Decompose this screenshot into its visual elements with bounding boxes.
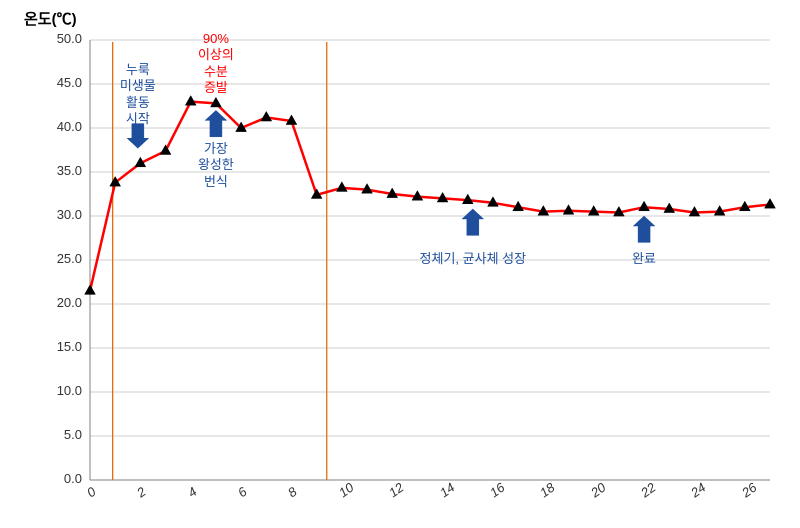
chart-annotation-done: 완료 bbox=[564, 251, 724, 267]
y-tick-label: 25.0 bbox=[57, 251, 82, 266]
y-tick-label: 35.0 bbox=[57, 163, 82, 178]
y-tick-label: 0.0 bbox=[64, 471, 82, 486]
chart-annotation-plateau: 정체기, 균사체 성장 bbox=[393, 251, 553, 267]
chart-annotation-peak: 가장왕성한번식 bbox=[136, 141, 296, 190]
y-tick-label: 20.0 bbox=[57, 295, 82, 310]
chart-container: 온도(℃) 0.05.010.015.020.025.030.035.040.0… bbox=[0, 0, 800, 528]
y-tick-label: 10.0 bbox=[57, 383, 82, 398]
y-tick-label: 15.0 bbox=[57, 339, 82, 354]
chart-annotation-evap: 90%이상의수분증발 bbox=[136, 31, 296, 96]
y-tick-label: 30.0 bbox=[57, 207, 82, 222]
y-tick-label: 50.0 bbox=[57, 31, 82, 46]
y-tick-label: 5.0 bbox=[64, 427, 82, 442]
